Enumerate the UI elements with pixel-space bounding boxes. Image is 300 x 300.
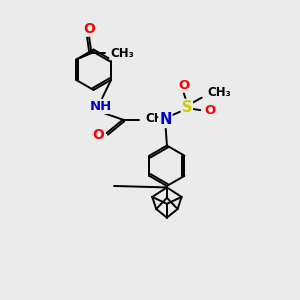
Text: NH: NH [89,100,112,113]
Text: N: N [159,112,172,127]
Text: O: O [93,128,104,142]
Text: O: O [178,79,190,92]
Text: O: O [83,22,95,36]
Text: O: O [204,104,215,117]
Text: S: S [182,100,192,115]
Text: CH₃: CH₃ [207,86,231,99]
Text: CH₃: CH₃ [110,46,134,60]
Text: CH₂: CH₂ [146,112,169,125]
